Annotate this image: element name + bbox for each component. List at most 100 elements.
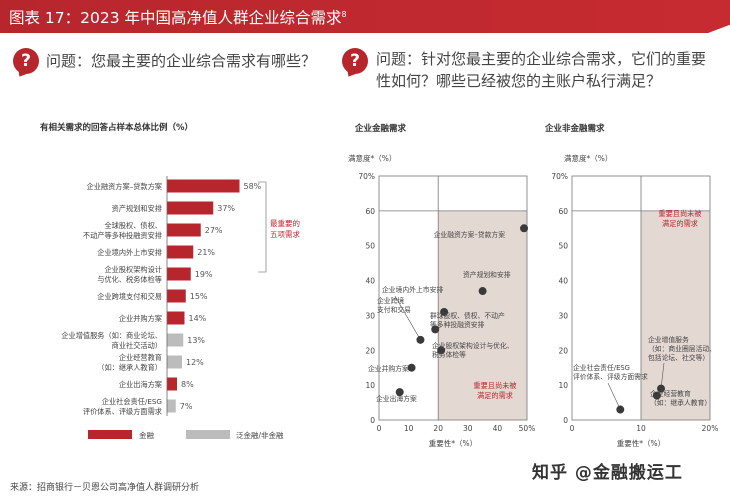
legend-swatch-financial [88, 430, 132, 439]
bar-category-label: 资产规划和安排 [112, 204, 162, 213]
bar-category-label: 企业社会责任/ESG [102, 397, 162, 406]
y-tick-label: 30 [365, 311, 375, 320]
point-leader-line [607, 382, 621, 410]
legend-label-non-financial: 泛金融/非金融 [236, 430, 284, 440]
bar-category-label: 企业融资方案–贷款方案 [87, 182, 162, 191]
bar-value-label: 7% [180, 402, 193, 411]
data-point [431, 325, 440, 334]
x-tick-label: 10 [404, 424, 414, 433]
data-point [416, 335, 425, 344]
bar-category-label: 全球股权、债权、 [104, 221, 162, 230]
bar [167, 311, 185, 325]
point-label: 企业社会责任/ESG [573, 363, 630, 372]
scatter-title: 企业金融需求 [354, 123, 407, 134]
point-leader-line [394, 295, 421, 340]
y-tick-label: 40 [365, 277, 375, 286]
question-right: 问题：针对您最主要的企业综合需求，它们的重要 性如何？哪些已经被您的主账户私行满… [376, 48, 706, 92]
bar-value-label: 13% [187, 336, 205, 345]
scatter-ylabel: 满意度*（%） [564, 153, 612, 163]
y-tick-label: 0 [563, 416, 568, 425]
x-tick-label: 10 [636, 424, 646, 433]
bar-chart-title: 有相关需求的回答占样本总体比例（%） [40, 122, 193, 133]
y-tick-label: 60 [558, 207, 568, 216]
x-tick-label: 20% [702, 424, 719, 433]
question-left: 问题：您最主要的企业综合需求有哪些？ [46, 52, 317, 70]
point-label: 支付和交易 [377, 305, 411, 314]
y-tick-label: 50 [558, 242, 568, 251]
y-tick-label: 70% [358, 172, 375, 181]
bar-value-label: 21% [197, 248, 215, 257]
x-tick-label: 20 [433, 424, 443, 433]
title-footnote: 8 [341, 9, 347, 19]
y-tick-label: 20 [365, 346, 375, 355]
bar [167, 377, 177, 391]
bar [167, 333, 184, 347]
y-tick-label: 20 [558, 346, 568, 355]
unmet-need-label: 满足的需求 [662, 219, 698, 228]
data-point [395, 388, 404, 397]
bar-value-label: 27% [205, 226, 223, 235]
bar-value-label: 58% [244, 182, 262, 191]
point-label: 企业出海方案 [376, 394, 417, 403]
point-label: 企业境内外上市安排 [382, 285, 443, 294]
title-bar: 图表 17：2023 年中国高净值人群企业综合需求8 [0, 0, 730, 33]
point-label: 群球股权、债权、不动产 [430, 311, 505, 320]
question-icon-right: ? [342, 48, 368, 74]
y-tick-label: 50 [365, 242, 375, 251]
bar-category-label: 评价体系、评级方面需求 [83, 407, 162, 416]
source-note: 来源：招商银行－贝恩公司高净值人群调研分析 [10, 483, 200, 493]
bar-category-label: 不动产等多种投融资安排 [83, 231, 162, 240]
bar-category-label: 企业跨境支付和交易 [97, 292, 162, 301]
bar-category-label: 企业出海方案 [119, 380, 162, 389]
point-label: 等多种投融资安排 [430, 320, 485, 329]
unmet-need-region [641, 210, 710, 420]
data-point [437, 346, 446, 355]
unmet-need-label: 重要且尚未被 [658, 209, 701, 218]
y-tick-label: 60 [365, 207, 375, 216]
x-tick-label: 30 [463, 424, 473, 433]
bar-category-label: （如：继承人教育） [97, 363, 162, 372]
y-tick-label: 30 [558, 311, 568, 320]
point-label: 企业经营教育 [650, 389, 691, 398]
x-tick-label: 40 [493, 424, 503, 433]
point-label: 包括论坛、社交等） [648, 353, 709, 362]
data-point [520, 224, 529, 233]
data-point [440, 307, 449, 316]
y-tick-label: 10 [558, 381, 568, 390]
page-title: 图表 17：2023 年中国高净值人群企业综合需求8 [9, 9, 347, 27]
bar-value-label: 14% [189, 314, 207, 323]
point-label: （如：继承人教育） [650, 398, 711, 407]
bar [167, 289, 186, 303]
bracket-label: 五项需求 [270, 229, 300, 239]
bar-category-label: 企业并购方案 [119, 314, 162, 323]
data-point [616, 405, 625, 414]
bar-value-label: 8% [181, 380, 194, 389]
point-label: 评价体系、评级方面需求 [573, 372, 648, 381]
data-point [657, 384, 666, 393]
x-tick-label: 0 [570, 424, 575, 433]
scatter-ylabel: 满意度*（%） [348, 153, 396, 163]
scatter-xlabel: 重要性*（%） [617, 438, 665, 448]
point-label: 企业融资方案–贷款方案 [434, 230, 506, 239]
data-point [407, 363, 416, 372]
point-leader-line [660, 362, 665, 389]
point-label: 企业股权架构设计与优化、 [432, 341, 514, 350]
unmet-need-region [438, 210, 527, 420]
bar-category-label: 企业增值服务（如：商业论坛、 [61, 331, 162, 340]
bar [167, 245, 194, 259]
bar-category-label: 企业经营教育 [119, 353, 162, 362]
bar [167, 223, 201, 237]
bar-category-label: 企业股权架构设计 [104, 265, 162, 274]
question-right-line-1: 问题：针对您最主要的企业综合需求，它们的重要 [376, 50, 707, 68]
point-label: （如：商业圈层活动、 [648, 344, 716, 353]
bracket-line [258, 181, 267, 273]
legend-label-financial: 金融 [139, 430, 154, 440]
point-label: 企业跨境 [377, 296, 404, 305]
bar-category-label: 与优化、税务体检等 [97, 275, 162, 284]
watermark: 知乎 @金融搬运工 [532, 463, 683, 483]
question-right-line-2: 性如何？哪些已经被您的主账户私行满足？ [376, 72, 662, 90]
scatter-title: 企业非金融需求 [544, 123, 605, 134]
bar-value-label: 12% [186, 358, 204, 367]
